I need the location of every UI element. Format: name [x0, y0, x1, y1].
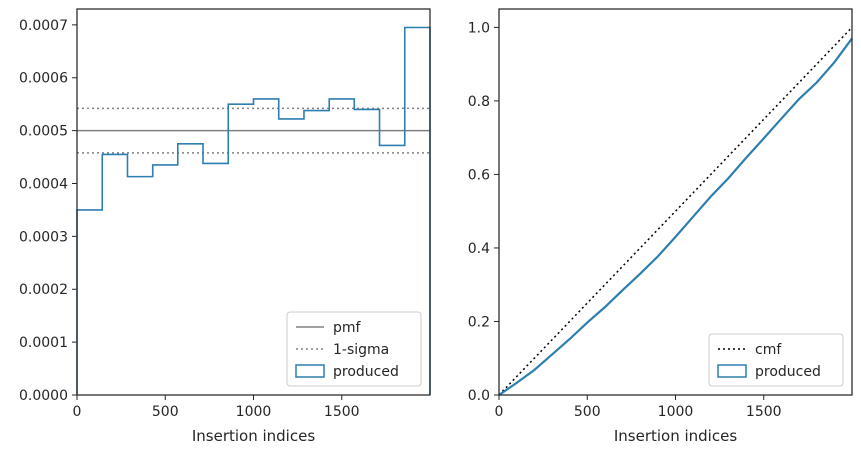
right-y-tick-label: 0.4	[468, 241, 490, 257]
left-x-tick-label: 1000	[236, 404, 272, 420]
right-x-tick-label: 500	[574, 404, 601, 420]
histogram-bin	[127, 177, 152, 395]
left-x-tick-label: 1500	[324, 404, 360, 420]
left-y-tick-label: 0.0001	[19, 335, 68, 351]
histogram-bin	[178, 144, 203, 395]
histogram-bin	[254, 99, 279, 395]
right-y-tick-label: 1.0	[468, 20, 490, 36]
left-x-axis-label: Insertion indices	[192, 427, 315, 445]
right-y-tick-label: 0.0	[468, 388, 490, 404]
right-cumulative-chart: 0 500 1000 1500 0.0 0.2 0.4 0.6 0.8 1.0 Insertion …	[468, 8, 853, 445]
left-legend-label: produced	[333, 364, 399, 380]
right-y-tick-label: 0.8	[468, 94, 490, 110]
left-plot-frame	[76, 8, 431, 396]
left-x-tick-label: 0	[73, 404, 82, 420]
right-x-tick-label: 1000	[658, 404, 694, 420]
histogram-bin	[77, 210, 102, 395]
left-y-tick-label: 0.0003	[19, 229, 68, 245]
left-y-tick-label: 0.0004	[19, 176, 68, 192]
produced-histogram-step	[76, 26, 431, 395]
produced-cumulative-line	[498, 37, 853, 396]
right-legend-label: produced	[755, 364, 821, 380]
right-x-tick-label: 0	[495, 404, 504, 420]
left-y-tick-label: 0.0005	[19, 124, 68, 140]
histogram-bin	[228, 104, 253, 395]
left-histogram-chart: 0 500 1000 1500 0.0000 0.0001 0.0002 0.0003 0.00…	[19, 8, 431, 445]
histogram-bin	[203, 163, 228, 395]
left-y-tick-label: 0.0000	[19, 388, 68, 404]
right-y-tick-label: 0.6	[468, 167, 490, 183]
right-x-axis-label: Insertion indices	[614, 427, 737, 445]
left-legend-label: pmf	[333, 320, 362, 336]
right-y-tick-label: 0.2	[468, 314, 490, 330]
right-plot-frame	[498, 8, 853, 396]
left-x-tick-label: 500	[152, 404, 179, 420]
right-legend-swatch-produced	[717, 364, 747, 378]
left-y-tick-label: 0.0006	[19, 71, 68, 87]
left-legend-swatch-produced	[295, 364, 325, 378]
right-x-tick-label: 1500	[746, 404, 782, 420]
histogram-bin	[102, 154, 127, 395]
histogram-bin	[153, 165, 178, 395]
left-legend	[286, 311, 422, 387]
right-legend-label: cmf	[755, 342, 782, 358]
right-legend	[708, 333, 844, 387]
left-legend-label: 1-sigma	[333, 342, 389, 358]
left-y-tick-label: 0.0007	[19, 18, 68, 34]
left-y-tick-label: 0.0002	[19, 282, 68, 298]
